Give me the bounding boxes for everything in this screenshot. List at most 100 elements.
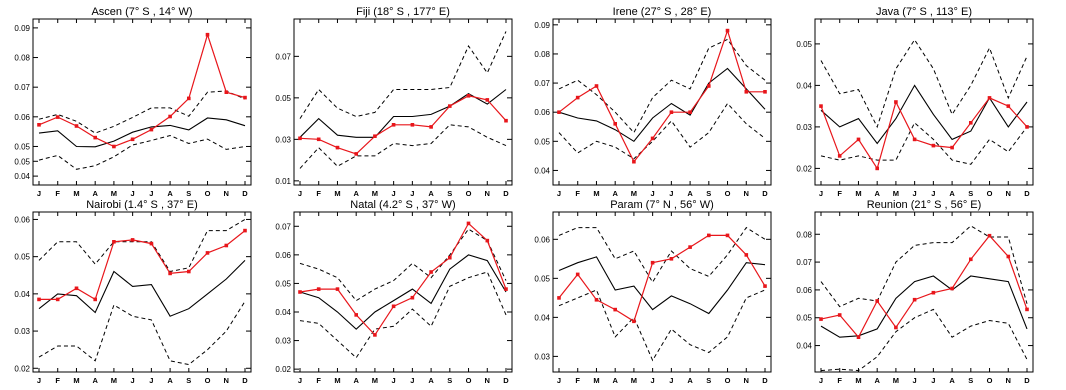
observed-point [1006, 254, 1011, 259]
series-upper-line [38, 218, 246, 273]
month-label: J [557, 376, 561, 385]
panel-title: Param (7° N , 56° W) [610, 199, 714, 211]
observed-point [894, 325, 898, 330]
observed-point [55, 297, 60, 302]
observed-point [1006, 104, 1011, 108]
observed-point [187, 269, 191, 274]
observed-point [168, 114, 172, 119]
y-tick-label: 0.08 [796, 230, 812, 239]
observed-point [466, 221, 471, 226]
observed-point [931, 143, 936, 148]
observed-point [298, 290, 302, 294]
series-mean-line [558, 256, 766, 315]
observed-point [969, 257, 973, 262]
observed-point [575, 272, 580, 277]
month-label: M [855, 376, 861, 385]
month-label: J [651, 189, 655, 198]
observed-point [912, 137, 917, 142]
month-label: A [353, 376, 359, 385]
observed-point [763, 284, 767, 288]
observed-point [763, 90, 767, 94]
series-group [37, 32, 247, 170]
series-observed-line [299, 95, 507, 155]
month-label: J [557, 189, 561, 198]
month-label: S [186, 376, 191, 385]
month-label: F [575, 376, 580, 385]
series-mean-line [38, 117, 246, 148]
series-mean-line [820, 84, 1028, 145]
series-lower-line [299, 124, 507, 169]
observed-point [950, 145, 954, 150]
observed-point [837, 313, 842, 317]
y-tick-label: 0.03 [534, 352, 550, 361]
month-label: M [334, 376, 340, 385]
observed-point [613, 122, 617, 126]
observed-point [504, 118, 508, 123]
series-group [298, 221, 508, 359]
observed-point [410, 123, 415, 127]
observed-point [168, 271, 172, 276]
observed-point [725, 28, 730, 33]
observed-point [485, 238, 490, 243]
panel-title: Reunion (21° S , 56° E) [867, 199, 982, 211]
y-tick-label: 0.07 [14, 83, 30, 92]
month-label: N [224, 376, 229, 385]
observed-point [429, 125, 433, 129]
observed-point [187, 96, 191, 101]
month-label: N [744, 189, 749, 198]
month-label: M [893, 376, 899, 385]
y-tick-label: 0.07 [275, 52, 291, 61]
month-label: O [466, 376, 472, 385]
y-tick-label: 0.03 [275, 337, 291, 346]
month-label: J [410, 189, 414, 198]
month-label: O [987, 189, 993, 198]
y-tick-label: 0.03 [14, 327, 30, 336]
month-label: S [706, 189, 711, 198]
month-label: M [593, 189, 599, 198]
month-label: J [149, 189, 153, 198]
observed-point [224, 243, 229, 248]
observed-point [448, 104, 452, 108]
month-label: M [893, 189, 899, 198]
month-label: D [242, 376, 248, 385]
series-upper-line [299, 228, 507, 302]
observed-point [149, 127, 154, 132]
panel-frame [814, 211, 1034, 373]
month-label: S [706, 376, 711, 385]
month-label: F [316, 189, 321, 198]
month-label: J [669, 189, 673, 198]
y-tick-label: 0.08 [14, 54, 30, 63]
y-tick-label: 0.06 [275, 251, 291, 260]
month-label: A [687, 376, 693, 385]
observed-point [335, 145, 340, 150]
series-upper-line [558, 38, 766, 134]
observed-point [725, 233, 730, 238]
observed-point [650, 260, 655, 265]
observed-point [373, 134, 377, 138]
series-observed-line [820, 234, 1028, 339]
y-tick-label: 0.06 [796, 286, 812, 295]
month-label: D [1024, 376, 1030, 385]
month-label: J [298, 376, 302, 385]
observed-point [875, 166, 879, 171]
series-upper-line [558, 226, 766, 284]
series-lower-line [558, 102, 766, 160]
observed-point [243, 95, 247, 100]
month-label: A [167, 189, 173, 198]
month-label: D [762, 376, 768, 385]
y-tick-label: 0.05 [275, 279, 291, 288]
observed-point [429, 270, 433, 274]
panel-frame [552, 211, 772, 373]
observed-point [987, 233, 992, 238]
series-upper-line [299, 31, 507, 119]
series-observed-line [39, 230, 246, 301]
series-mean-line [820, 275, 1028, 338]
month-label: J [913, 189, 917, 198]
observed-point [707, 233, 711, 238]
observed-point [744, 90, 749, 94]
month-label: A [428, 376, 434, 385]
panel-1: Fiji (18° S , 177° E) 0.01 0.03 0.05 0.07 J F M… [275, 6, 513, 198]
y-tick-label: 0.05 [14, 157, 30, 166]
observed-point [243, 228, 247, 233]
